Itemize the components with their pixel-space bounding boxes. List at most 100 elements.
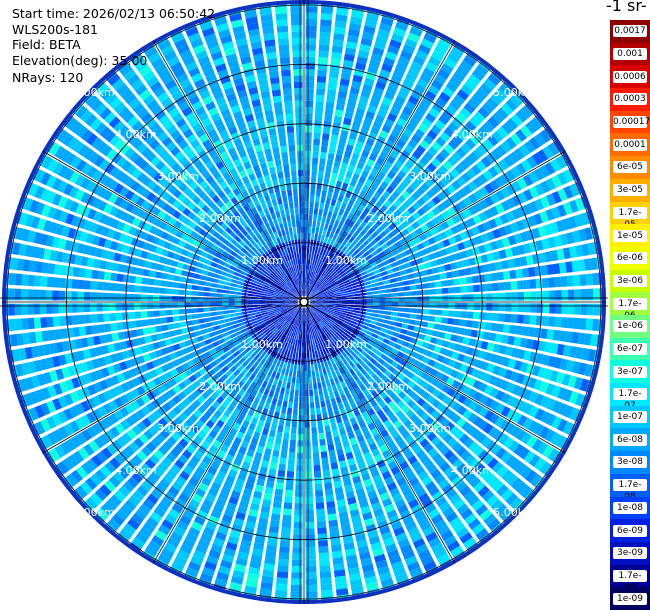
range-gate <box>413 359 422 368</box>
range-gate <box>228 306 236 310</box>
range-gate <box>333 256 340 263</box>
range-gate <box>200 532 213 543</box>
range-gate <box>47 329 56 341</box>
range-gate <box>33 231 43 245</box>
range-gate <box>185 504 198 515</box>
range-gate <box>452 191 462 202</box>
range-gate <box>444 366 454 376</box>
range-gate <box>363 143 373 153</box>
range-gate <box>343 349 350 356</box>
range-gate <box>330 246 336 253</box>
range-gate <box>386 185 395 194</box>
range-gate <box>118 361 128 371</box>
range-gate <box>307 307 312 313</box>
range-gate <box>316 330 321 337</box>
range-gate <box>304 163 311 171</box>
range-gate <box>477 419 488 431</box>
range-gate <box>217 319 225 325</box>
range-gate <box>320 290 327 295</box>
range-gate <box>386 345 394 352</box>
range-gate <box>350 320 357 325</box>
range-gate <box>178 492 190 503</box>
range-gate <box>369 279 377 284</box>
range-gate <box>301 345 304 353</box>
range-gate <box>330 317 337 323</box>
range-gate <box>571 230 581 243</box>
range-gate <box>329 358 336 366</box>
range-gate <box>328 146 336 155</box>
range-gate <box>272 319 279 325</box>
range-gate <box>370 250 378 258</box>
range-gate <box>70 435 82 448</box>
range-gate <box>140 250 149 259</box>
range-gate <box>506 197 517 209</box>
range-gate <box>91 358 101 369</box>
range-gate <box>344 318 351 323</box>
range-gate <box>351 284 359 289</box>
range-gate <box>276 323 282 329</box>
range-gate <box>285 303 292 305</box>
range-gate <box>551 400 562 414</box>
range-gate <box>404 450 415 460</box>
range-gate <box>334 575 347 584</box>
range-gate <box>577 332 586 345</box>
range-gate <box>161 324 169 332</box>
range-gate <box>420 371 429 381</box>
range-gate <box>300 327 303 334</box>
range-gate <box>243 434 252 443</box>
range-gate <box>57 410 68 424</box>
range-gate <box>350 206 357 215</box>
range-gate <box>365 484 376 494</box>
range-gate <box>248 443 257 452</box>
range-gate <box>305 6 318 13</box>
range-gate <box>501 260 509 270</box>
range-gate <box>319 202 325 210</box>
range-gate <box>162 402 172 413</box>
range-gate <box>349 16 363 25</box>
range-gate <box>243 352 251 360</box>
range-gate <box>407 215 416 224</box>
range-gate <box>321 381 327 389</box>
range-gate <box>445 246 454 255</box>
range-gate <box>329 532 340 540</box>
range-gate <box>238 545 251 554</box>
range-gate <box>325 399 332 407</box>
range-gate <box>325 230 331 238</box>
range-gate <box>309 351 313 359</box>
range-gate <box>310 176 317 184</box>
range-gate <box>347 212 354 220</box>
range-gate <box>371 448 381 457</box>
range-gate <box>526 156 538 169</box>
range-gate <box>311 325 316 332</box>
range-gate <box>455 372 465 382</box>
range-gate <box>153 466 165 478</box>
range-gate <box>439 347 448 356</box>
range-gate <box>161 519 174 531</box>
range-gate <box>201 440 211 450</box>
range-gate <box>463 537 477 550</box>
range-gate <box>347 302 355 305</box>
range-gate <box>467 97 480 110</box>
range-gate <box>203 307 211 312</box>
range-gate <box>335 266 342 273</box>
range-gate <box>228 469 238 478</box>
range-gate <box>321 291 328 296</box>
range-gate <box>319 312 326 317</box>
range-gate <box>102 292 110 301</box>
range-gate <box>296 326 299 333</box>
range-gate <box>352 173 360 181</box>
range-gate <box>184 339 193 347</box>
range-gate <box>337 282 345 287</box>
range-gate <box>248 566 261 576</box>
range-gate <box>202 333 210 340</box>
range-gate <box>335 581 348 590</box>
range-gate <box>204 434 215 444</box>
range-gate <box>196 510 209 520</box>
range-gate <box>393 386 402 395</box>
range-gate <box>353 449 362 458</box>
range-gate <box>388 79 400 89</box>
range-gate <box>393 218 402 227</box>
range-gate <box>320 310 327 315</box>
range-gate <box>145 361 155 371</box>
range-gate <box>408 319 416 325</box>
